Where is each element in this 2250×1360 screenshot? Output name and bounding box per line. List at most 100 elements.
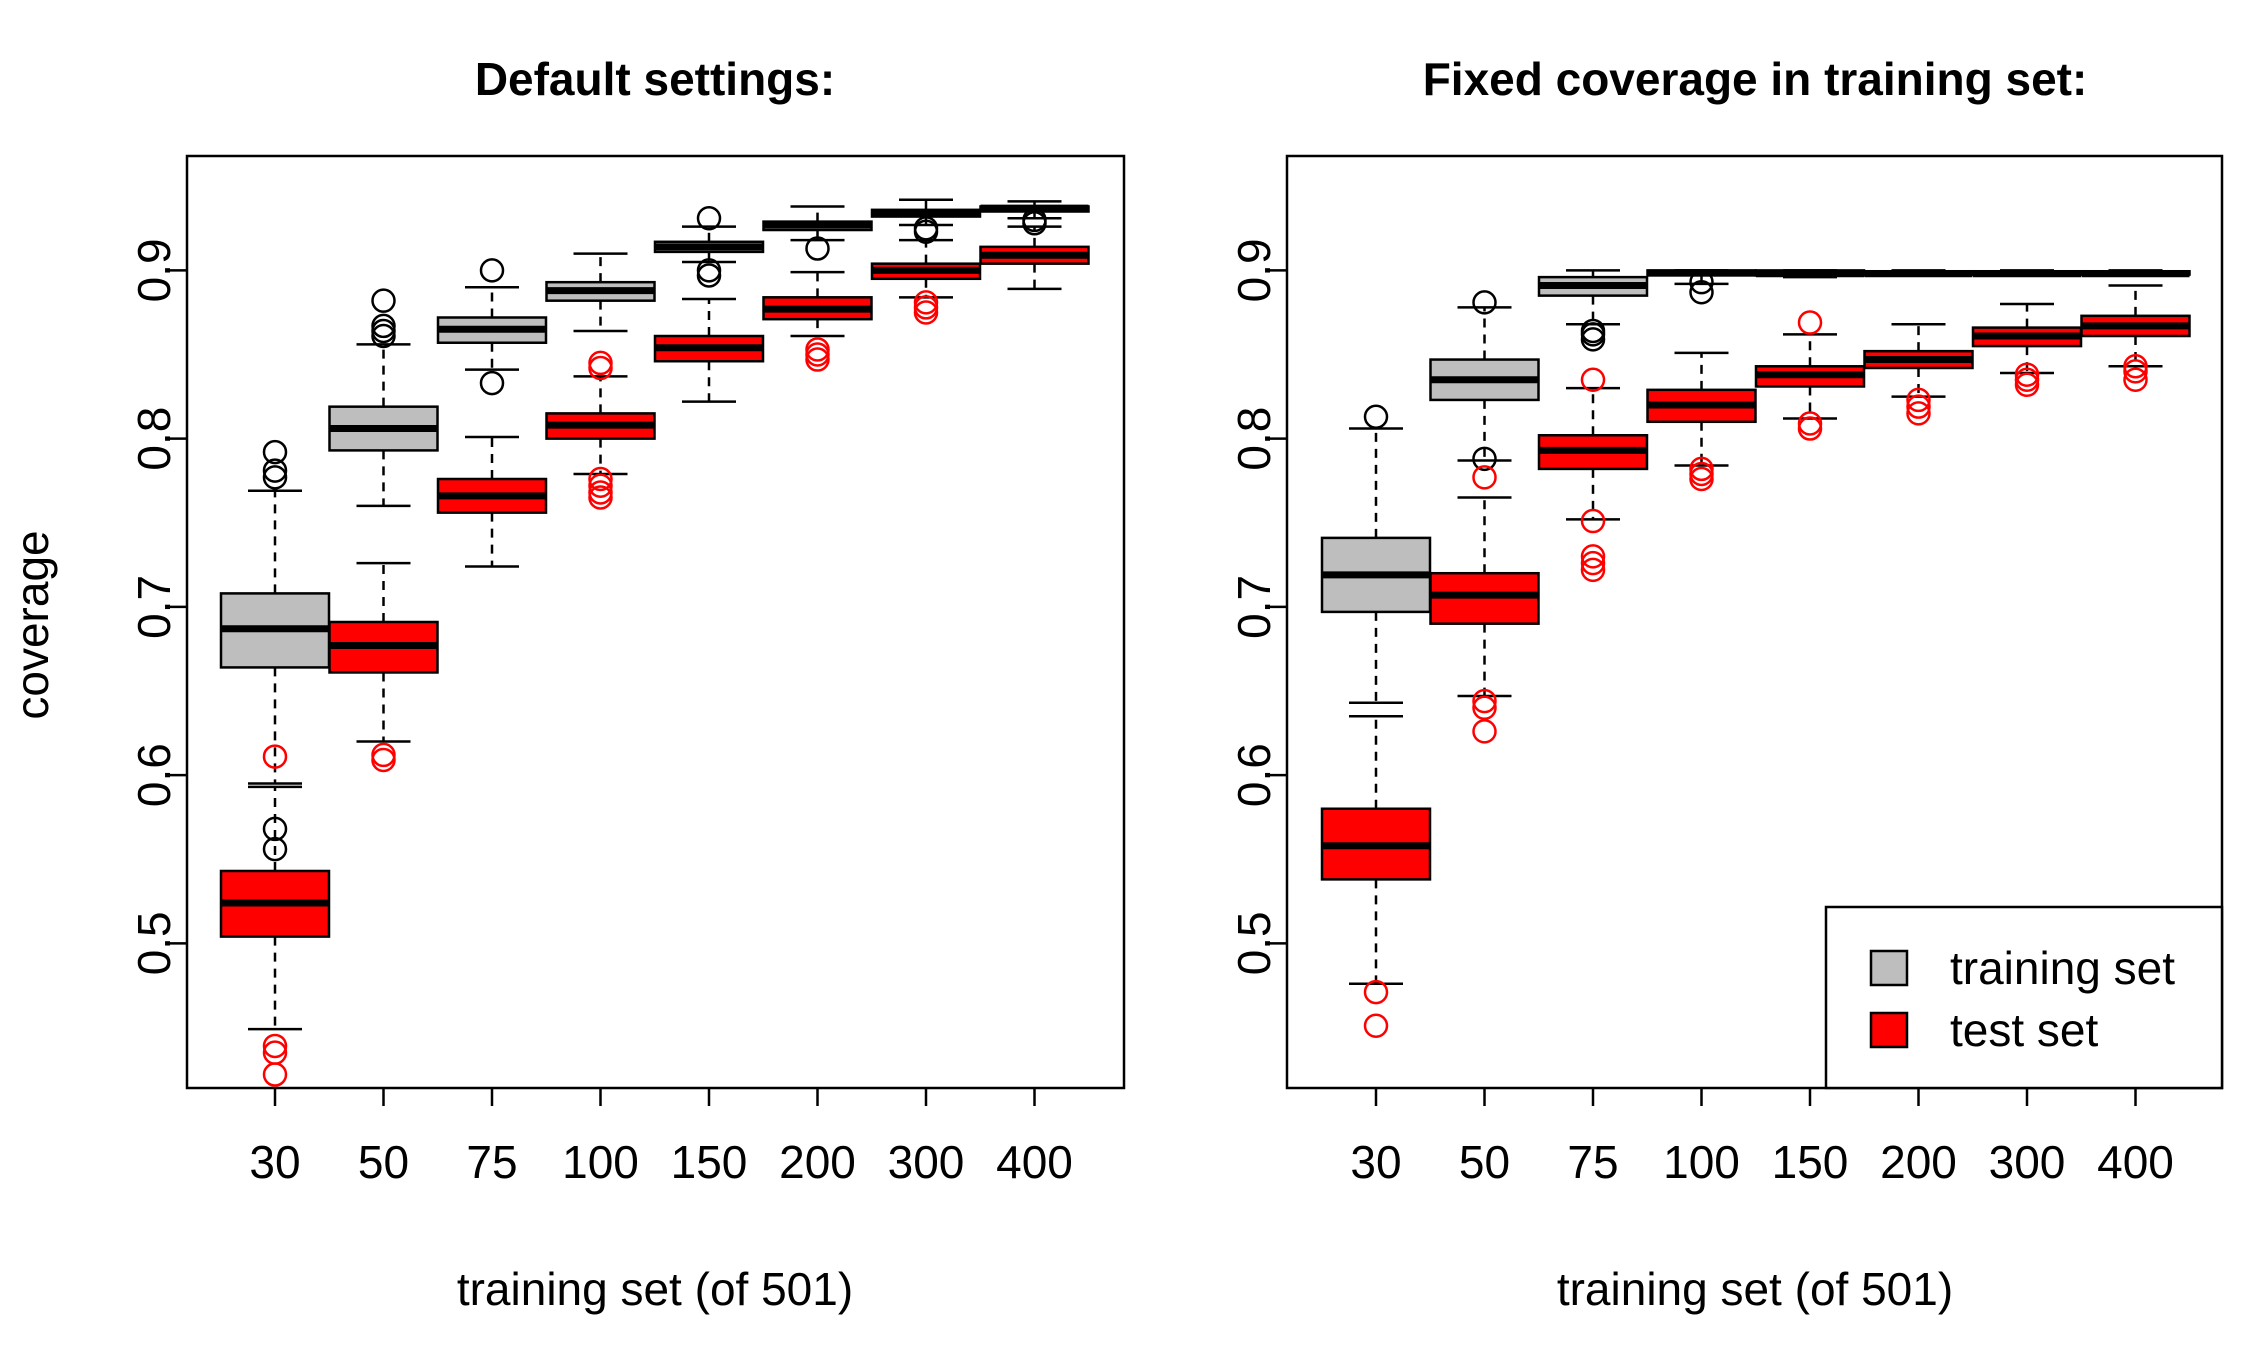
x-tick-label: 50 bbox=[358, 1136, 409, 1188]
outlier-point bbox=[696, 205, 722, 231]
outlier-point bbox=[1580, 508, 1606, 534]
outlier-point bbox=[1472, 446, 1497, 472]
box-training-400 bbox=[2080, 269, 2191, 278]
x-tick-label: 400 bbox=[2097, 1136, 2174, 1188]
outlier-point bbox=[1689, 269, 1714, 295]
outlier-point bbox=[588, 466, 613, 492]
outlier-point bbox=[262, 439, 288, 465]
outlier-point bbox=[1580, 557, 1606, 583]
box-test-50 bbox=[328, 561, 439, 773]
box-test-400 bbox=[979, 225, 1090, 291]
outlier-point bbox=[371, 747, 396, 773]
legend-label: test set bbox=[1950, 1004, 2099, 1056]
outlier-point bbox=[262, 458, 288, 483]
outlier-point bbox=[1580, 318, 1606, 344]
panel-default-settings: Default settings: training set (of 501) … bbox=[6, 53, 1126, 1315]
legend-label: training set bbox=[1950, 942, 2175, 994]
outlier-point bbox=[1472, 290, 1497, 315]
outlier-point bbox=[588, 480, 613, 505]
x-tick-label: 300 bbox=[888, 1136, 965, 1188]
box-training-200 bbox=[762, 205, 873, 261]
x-tick-label: 100 bbox=[562, 1136, 639, 1188]
outlier-point bbox=[1472, 465, 1497, 490]
box-training-300 bbox=[870, 198, 982, 244]
x-axis-label: training set (of 501) bbox=[457, 1263, 853, 1315]
outlier-point bbox=[588, 350, 613, 376]
panel-fixed-coverage: Fixed coverage in training set: training… bbox=[1228, 53, 2224, 1315]
y-tick-label: 0.6 bbox=[128, 743, 180, 807]
x-axis-label: training set (of 501) bbox=[1557, 1263, 1953, 1315]
box-training-300 bbox=[1971, 269, 2083, 278]
plot-marks: 0.5 0.6 0.7 0.8 0.9 30 50 75 100 150 200 300 400 bbox=[128, 154, 1126, 1188]
plot-marks: 0.5 0.6 0.7 0.8 0.9 30 50 75 100 150 200 300 400 bbox=[1228, 154, 2224, 1188]
box-test-50 bbox=[1429, 465, 1540, 744]
outlier-point bbox=[1797, 416, 1823, 441]
box-test-300 bbox=[1971, 302, 2083, 398]
y-tick-label: 0.9 bbox=[128, 238, 180, 302]
box-test-30 bbox=[219, 744, 331, 1087]
box-test-30 bbox=[1320, 714, 1432, 1039]
outlier-point bbox=[913, 295, 939, 320]
y-tick-label: 0.8 bbox=[1228, 407, 1280, 471]
y-tick-label: 0.7 bbox=[128, 575, 180, 639]
outlier-point bbox=[262, 1062, 288, 1087]
plot-frame bbox=[1285, 154, 2224, 1090]
y-tick-label: 0.9 bbox=[1228, 238, 1280, 302]
box-test-150 bbox=[1754, 310, 1866, 441]
outlier-point bbox=[479, 370, 505, 396]
box-training-150 bbox=[1754, 269, 1866, 279]
outlier-point bbox=[1472, 695, 1497, 721]
outlier-point bbox=[1689, 456, 1714, 482]
x-tick-label: 300 bbox=[1989, 1136, 2066, 1188]
box-training-75 bbox=[1537, 269, 1649, 352]
y-tick-label: 0.7 bbox=[1228, 575, 1280, 639]
legend: training set test set bbox=[1824, 905, 2224, 1090]
outlier-point bbox=[371, 318, 396, 344]
outlier-point bbox=[371, 742, 396, 768]
x-tick-label: 75 bbox=[1567, 1136, 1618, 1188]
x-tick-label: 100 bbox=[1663, 1136, 1740, 1188]
legend-swatch bbox=[1869, 949, 1909, 987]
outlier-point bbox=[1472, 719, 1497, 744]
outlier-point bbox=[696, 263, 722, 288]
legend-frame bbox=[1824, 905, 2224, 1090]
box-training-150 bbox=[653, 205, 765, 288]
y-tick-label: 0.5 bbox=[128, 911, 180, 975]
box-test-300 bbox=[870, 238, 982, 325]
outlier-point bbox=[1689, 280, 1714, 305]
outlier-point bbox=[1906, 394, 1931, 419]
outlier-point bbox=[262, 465, 288, 490]
outlier-point bbox=[371, 313, 396, 339]
y-axis-label: coverage bbox=[6, 530, 58, 719]
outlier-point bbox=[1906, 401, 1931, 426]
y-tick-label: 0.8 bbox=[128, 407, 180, 471]
x-tick-label: 75 bbox=[466, 1136, 517, 1188]
outlier-point bbox=[913, 290, 939, 315]
outlier-point bbox=[805, 342, 830, 367]
box-training-400 bbox=[979, 200, 1090, 236]
box-test-200 bbox=[1863, 322, 1974, 426]
box-training-100 bbox=[1646, 269, 1757, 305]
outlier-point bbox=[2014, 362, 2040, 387]
box-training-30 bbox=[219, 439, 331, 862]
outlier-point bbox=[1363, 979, 1389, 1005]
outlier-point bbox=[479, 258, 505, 283]
outlier-point bbox=[1580, 550, 1606, 576]
outlier-point bbox=[2123, 354, 2148, 379]
x-tick-label: 30 bbox=[1350, 1136, 1401, 1188]
outlier-point bbox=[1797, 411, 1823, 436]
plot-frame bbox=[185, 154, 1126, 1090]
outlier-point bbox=[1580, 544, 1606, 569]
x-tick-label: 150 bbox=[671, 1136, 748, 1188]
outlier-point bbox=[2123, 367, 2148, 392]
y-tick-label: 0.6 bbox=[1228, 743, 1280, 807]
box-training-200 bbox=[1863, 269, 1974, 278]
outlier-point bbox=[1580, 367, 1606, 392]
box-training-100 bbox=[545, 252, 656, 333]
outlier-point bbox=[805, 236, 830, 261]
box-test-150 bbox=[653, 297, 765, 403]
outlier-point bbox=[371, 288, 396, 313]
outlier-point bbox=[805, 337, 830, 362]
outlier-point bbox=[262, 1040, 288, 1065]
outlier-point bbox=[696, 258, 722, 283]
